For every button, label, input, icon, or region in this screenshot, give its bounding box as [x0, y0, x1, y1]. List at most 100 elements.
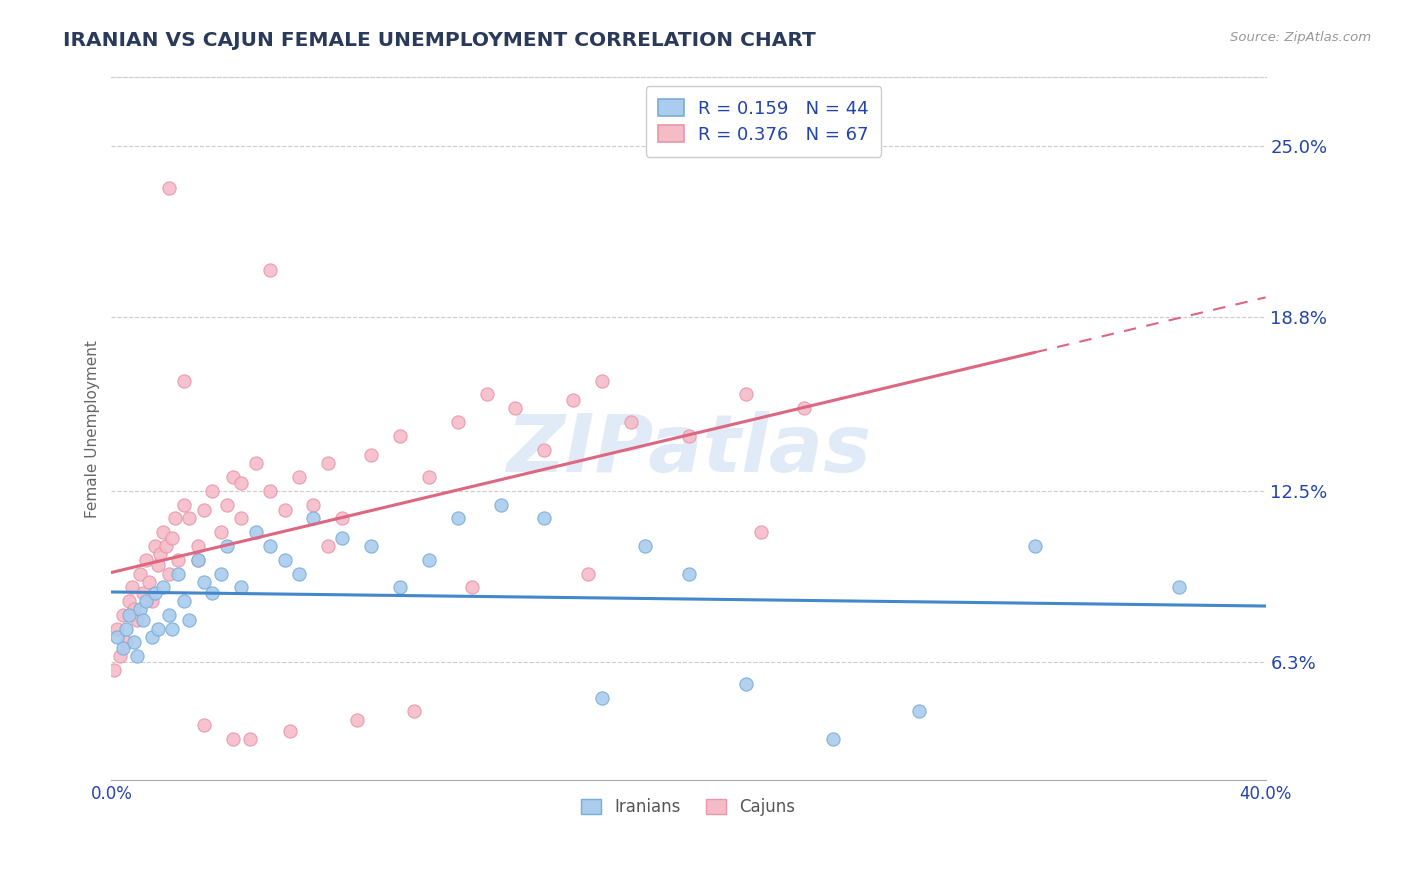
Point	[143, 586, 166, 600]
Point	[179, 511, 201, 525]
Point	[1024, 539, 1046, 553]
Point	[157, 607, 180, 622]
Point	[634, 539, 657, 553]
Point	[533, 442, 555, 457]
Point	[678, 566, 700, 581]
Point	[127, 649, 149, 664]
Point	[103, 663, 125, 677]
Point	[215, 498, 238, 512]
Point	[735, 677, 758, 691]
Point	[143, 539, 166, 553]
Point	[620, 415, 643, 429]
Point	[105, 630, 128, 644]
Point	[124, 602, 146, 616]
Point	[201, 483, 224, 498]
Point	[221, 470, 243, 484]
Point	[821, 731, 844, 746]
Point	[418, 553, 440, 567]
Point	[273, 503, 295, 517]
Point	[173, 374, 195, 388]
Point	[173, 498, 195, 512]
Point	[132, 614, 155, 628]
Point	[302, 511, 325, 525]
Point	[231, 580, 253, 594]
Point	[155, 539, 177, 553]
Point	[157, 180, 180, 194]
Point	[418, 470, 440, 484]
Point	[231, 475, 253, 490]
Point	[388, 429, 411, 443]
Point	[288, 566, 311, 581]
Point	[187, 553, 209, 567]
Point	[278, 723, 301, 738]
Point	[330, 511, 353, 525]
Point	[146, 558, 169, 573]
Point	[591, 690, 613, 705]
Point	[245, 525, 267, 540]
Point	[163, 511, 186, 525]
Point	[316, 539, 339, 553]
Point	[447, 511, 470, 525]
Point	[209, 525, 232, 540]
Point	[108, 649, 131, 664]
Point	[259, 483, 281, 498]
Point	[404, 705, 426, 719]
Point	[187, 539, 209, 553]
Point	[562, 392, 585, 407]
Point	[166, 553, 188, 567]
Text: ZIPatlas: ZIPatlas	[506, 411, 870, 489]
Point	[124, 635, 146, 649]
Point	[129, 602, 152, 616]
Point	[166, 566, 188, 581]
Point	[273, 553, 295, 567]
Point	[330, 531, 353, 545]
Point	[749, 525, 772, 540]
Point	[360, 448, 382, 462]
Point	[152, 580, 174, 594]
Point	[118, 607, 141, 622]
Y-axis label: Female Unemployment: Female Unemployment	[86, 340, 100, 518]
Point	[239, 731, 262, 746]
Point	[118, 594, 141, 608]
Point	[259, 263, 281, 277]
Point	[591, 374, 613, 388]
Point	[111, 640, 134, 655]
Point	[735, 387, 758, 401]
Point	[138, 574, 160, 589]
Point	[221, 731, 243, 746]
Point	[201, 586, 224, 600]
Point	[179, 614, 201, 628]
Point	[316, 456, 339, 470]
Point	[209, 566, 232, 581]
Point	[141, 594, 163, 608]
Point	[908, 705, 931, 719]
Point	[193, 574, 215, 589]
Point	[793, 401, 815, 416]
Point	[132, 586, 155, 600]
Point	[489, 498, 512, 512]
Point	[259, 539, 281, 553]
Point	[135, 594, 157, 608]
Point	[1168, 580, 1191, 594]
Point	[231, 511, 253, 525]
Point	[160, 531, 183, 545]
Point	[678, 429, 700, 443]
Point	[447, 415, 470, 429]
Legend: Iranians, Cajuns: Iranians, Cajuns	[574, 790, 804, 825]
Point	[302, 498, 325, 512]
Point	[388, 580, 411, 594]
Point	[533, 511, 555, 525]
Point	[105, 622, 128, 636]
Point	[160, 622, 183, 636]
Point	[141, 630, 163, 644]
Point	[173, 594, 195, 608]
Point	[152, 525, 174, 540]
Point	[346, 713, 368, 727]
Point	[127, 614, 149, 628]
Point	[505, 401, 527, 416]
Text: IRANIAN VS CAJUN FEMALE UNEMPLOYMENT CORRELATION CHART: IRANIAN VS CAJUN FEMALE UNEMPLOYMENT COR…	[63, 31, 815, 50]
Point	[146, 622, 169, 636]
Point	[215, 539, 238, 553]
Point	[135, 553, 157, 567]
Point	[115, 622, 138, 636]
